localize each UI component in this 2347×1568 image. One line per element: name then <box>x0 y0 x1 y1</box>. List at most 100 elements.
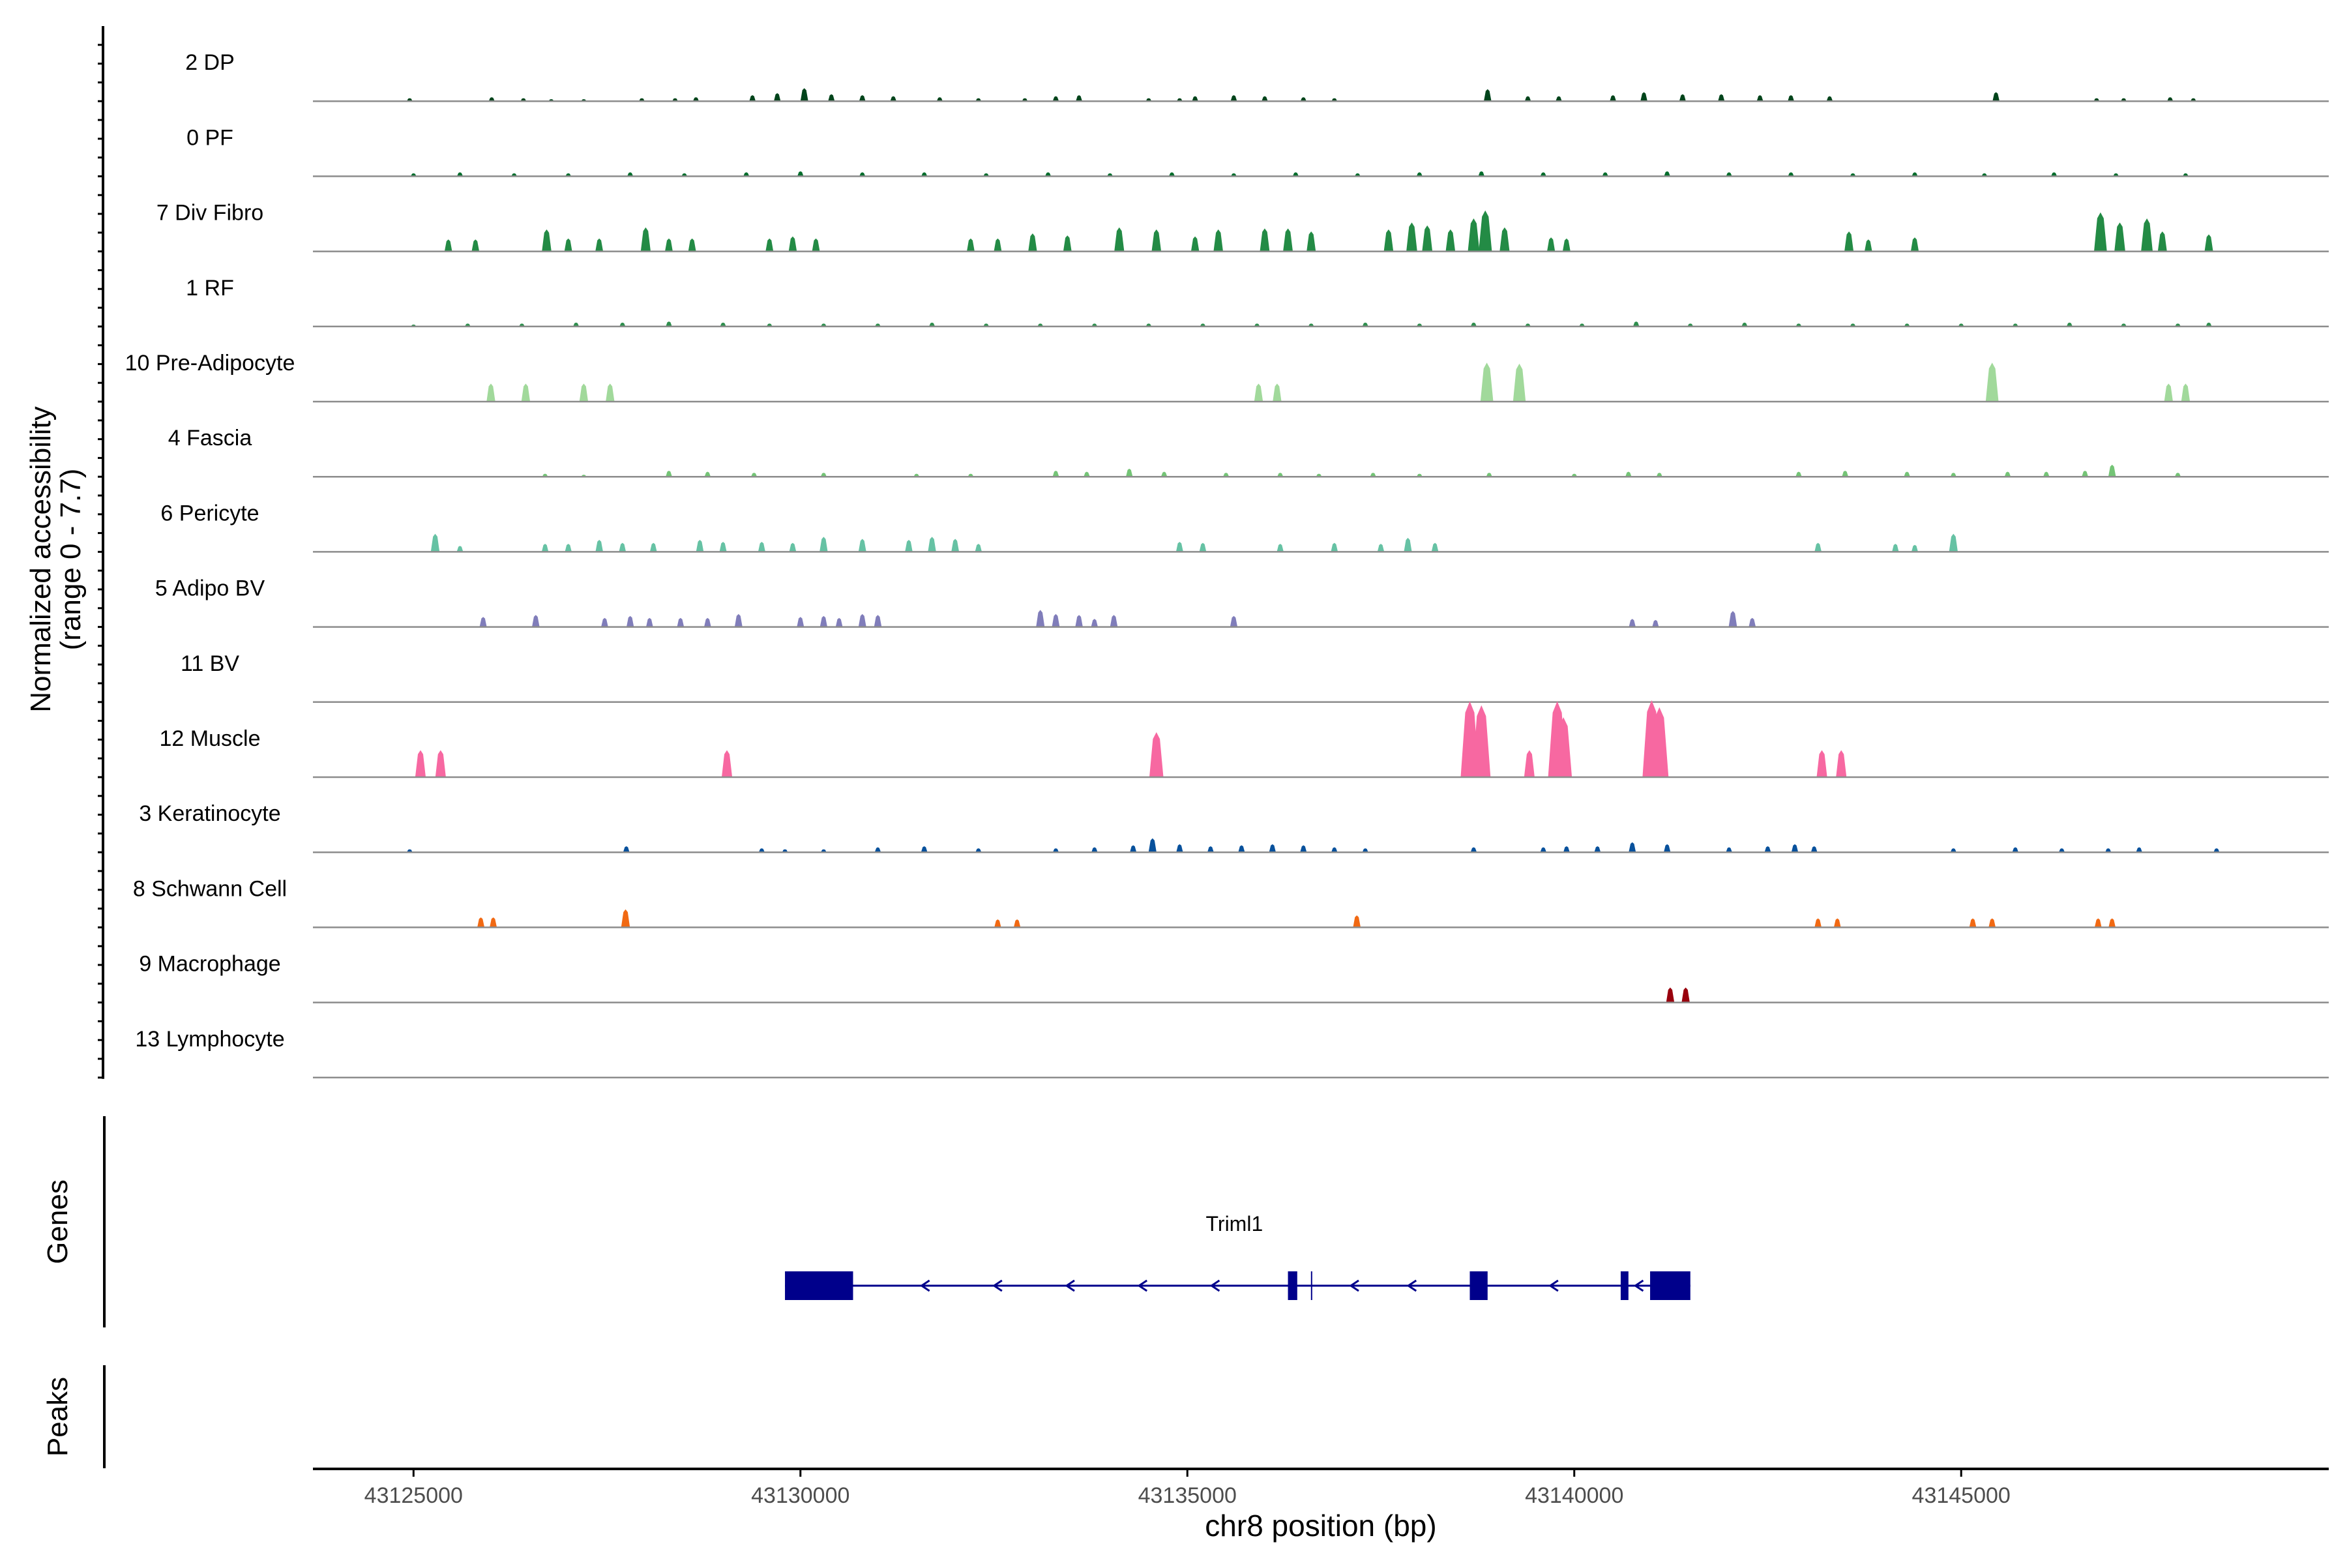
coverage-peak <box>890 96 896 102</box>
coverage-peak <box>430 533 440 552</box>
coverage-peak <box>1480 362 1494 402</box>
coverage-peak <box>627 615 634 627</box>
coverage-peak <box>692 97 700 102</box>
coverage-peak <box>665 238 673 252</box>
coverage-peak <box>2105 848 2112 853</box>
strand-arrow <box>1209 1279 1220 1292</box>
coverage-peak <box>1479 210 1492 252</box>
coverage-peak <box>2167 97 2174 102</box>
coverage-peak <box>1422 225 1433 252</box>
coverage-peak <box>2157 231 2167 252</box>
coverage-peak <box>1160 471 1168 477</box>
coverage-peak <box>2051 172 2058 177</box>
coverage-peak <box>1045 172 1052 177</box>
coverage-peak <box>975 544 982 552</box>
coverage-peak <box>456 172 464 177</box>
coverage-peak <box>1013 919 1021 928</box>
coverage-peak <box>1110 615 1118 627</box>
gene-exon <box>1288 1271 1297 1300</box>
coverage-peak <box>2204 234 2213 252</box>
coverage-peak <box>619 542 627 552</box>
coverage-peak <box>627 172 634 177</box>
coverage-peak <box>1892 544 1899 552</box>
track-label: 11 BV <box>181 651 239 676</box>
coverage-peak <box>1988 918 1996 928</box>
track-0-pf: 0 PF <box>186 125 2329 177</box>
coverage-peak <box>2094 212 2107 252</box>
track-label: 12 Muscle <box>160 726 261 751</box>
coverage-peak <box>1555 717 1572 777</box>
coverage-peak <box>1985 362 1999 402</box>
coverage-peak <box>994 919 1001 928</box>
x-tick-label: 43140000 <box>1525 1483 1623 1508</box>
coverage-peak <box>994 238 1002 252</box>
track-label: 0 PF <box>186 125 233 150</box>
coverage-peak <box>2058 848 2065 853</box>
x-tick-label: 43125000 <box>364 1483 463 1508</box>
coverage-peak <box>1431 542 1439 552</box>
coverage-peak <box>1445 229 1456 252</box>
coverage-peak <box>1836 750 1847 777</box>
y-axis-title: Normalized accessibility (range 0 - 7.7) <box>25 406 87 712</box>
coverage-peak <box>800 88 808 102</box>
coverage-peak <box>1238 845 1245 853</box>
coverage-peak <box>812 238 820 252</box>
y-axis-ruler <box>98 26 104 1079</box>
track-label: 1 RF <box>186 276 234 301</box>
coverage-peak <box>1213 229 1223 252</box>
coverage-peak <box>1788 172 1794 177</box>
coverage-peak <box>1949 533 1958 552</box>
x-axis-ticks: 43125000 43130000 43135000 43140000 43145000 <box>364 1469 2011 1508</box>
gene-exon <box>1469 1271 1488 1300</box>
coverage-peak <box>828 94 835 102</box>
coverage-peak <box>1632 321 1640 327</box>
coverage-peak <box>788 236 797 252</box>
coverage-peak <box>929 322 936 327</box>
coverage-peak <box>921 172 928 177</box>
coverage-peak <box>921 846 928 853</box>
coverage-peak <box>1416 172 1423 177</box>
y-axis-range-label: (range 0 - 7.7) <box>55 469 87 651</box>
coverage-peak <box>1992 92 2000 102</box>
coverage-peak <box>1262 96 1268 102</box>
track-label: 8 Schwann Cell <box>133 876 287 901</box>
coverage-peak <box>2141 218 2153 252</box>
coverage-peak <box>1726 172 1732 177</box>
coverage-peak <box>444 239 452 252</box>
coverage-peak <box>1091 619 1098 627</box>
coverage-peak <box>1175 542 1183 552</box>
coverage-peak <box>928 537 936 552</box>
peaks-panel: Peaks <box>42 1365 106 1468</box>
coverage-peak <box>1652 619 1659 627</box>
coverage-peak <box>1269 844 1276 853</box>
coverage-peak <box>573 322 580 327</box>
coverage-peak <box>2206 322 2212 327</box>
track-label: 7 Div Fibro <box>156 201 263 226</box>
coverage-peak <box>415 750 426 777</box>
coverage-peak <box>490 917 497 928</box>
coverage-peak <box>2181 383 2191 402</box>
coverage-peak <box>479 617 487 627</box>
coverage-peak <box>758 848 765 853</box>
coverage-peak <box>1640 92 1647 102</box>
coverage-peak <box>640 227 651 252</box>
coverage-peak <box>435 750 446 777</box>
coverage-peak <box>1331 542 1338 552</box>
strand-arrow <box>1548 1279 1559 1292</box>
coverage-peak <box>1199 542 1207 552</box>
coverage-peak <box>1148 838 1157 853</box>
coverage-peak <box>1076 95 1082 102</box>
strand-arrow <box>992 1279 1003 1292</box>
coverage-peak <box>1028 233 1037 252</box>
peaks-label: Peaks <box>42 1377 74 1457</box>
coverage-peak <box>1331 847 1338 853</box>
coverage-peak <box>1176 844 1183 853</box>
coverage-peak <box>967 238 975 252</box>
coverage-peak <box>1911 544 1918 552</box>
gene-model <box>785 1271 1690 1300</box>
coverage-peak <box>1230 95 1237 102</box>
coverage-peak <box>1524 96 1531 102</box>
track-1-rf: 1 RF <box>186 276 2329 328</box>
